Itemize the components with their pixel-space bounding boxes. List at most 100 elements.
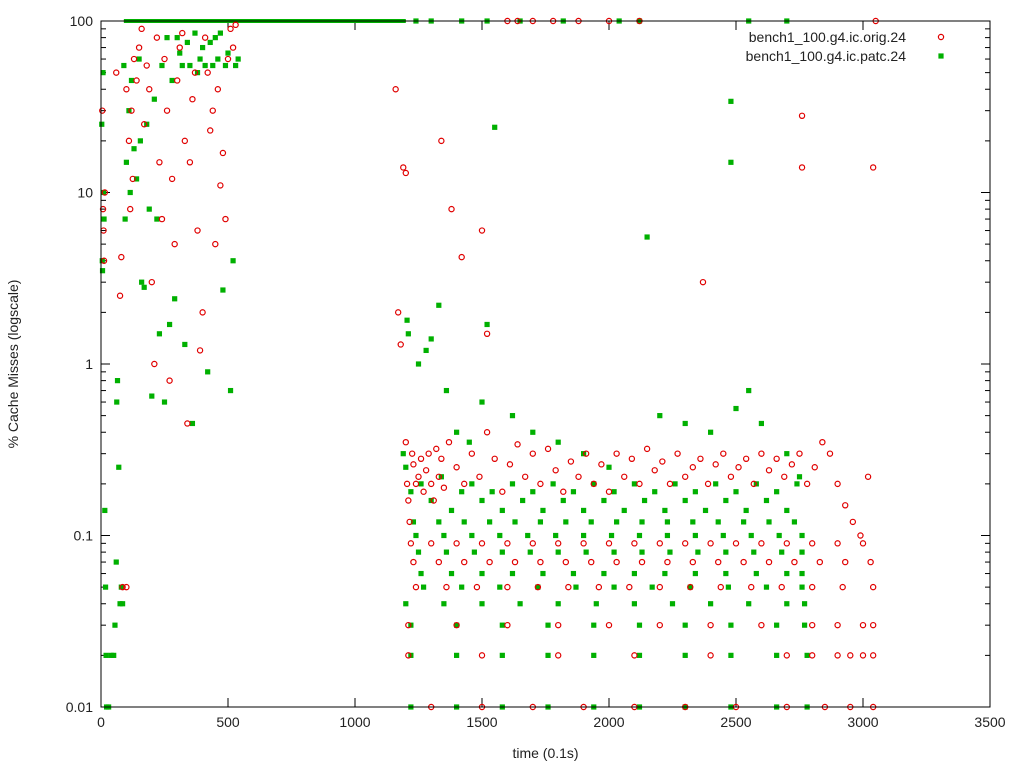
data-point-orig bbox=[227, 25, 234, 33]
data-point-patc bbox=[149, 393, 155, 399]
data-point-orig bbox=[811, 464, 818, 471]
data-point-orig bbox=[816, 558, 824, 566]
data-point-patc bbox=[112, 622, 118, 628]
data-point-orig bbox=[748, 583, 755, 591]
data-point-patc bbox=[682, 652, 688, 658]
data-point-patc bbox=[796, 474, 803, 480]
data-point-orig bbox=[156, 159, 163, 166]
data-point-orig bbox=[656, 540, 664, 547]
data-point-orig bbox=[405, 497, 412, 504]
data-point-patc bbox=[99, 121, 105, 127]
data-point-orig bbox=[410, 461, 417, 468]
data-point-patc bbox=[136, 56, 142, 62]
data-point-patc bbox=[545, 652, 551, 658]
x-tick-label: 1000 bbox=[339, 714, 370, 730]
data-point-patc bbox=[636, 532, 643, 539]
data-point-patc bbox=[639, 549, 645, 555]
data-point-orig bbox=[219, 149, 227, 157]
data-point-orig bbox=[171, 240, 178, 248]
data-point-patc bbox=[794, 481, 800, 487]
data-point-patc bbox=[530, 489, 536, 495]
data-point-orig bbox=[443, 583, 450, 591]
data-point-patc bbox=[141, 284, 147, 290]
data-point-orig bbox=[435, 558, 443, 566]
data-point-patc bbox=[537, 519, 544, 525]
data-point-patc bbox=[723, 549, 729, 555]
data-point-orig bbox=[125, 137, 133, 145]
data-point-orig bbox=[478, 652, 486, 659]
data-point-orig bbox=[412, 480, 420, 488]
data-point-orig bbox=[605, 540, 613, 547]
data-point-patc bbox=[636, 622, 643, 628]
data-point-orig bbox=[588, 558, 595, 566]
data-point-patc bbox=[570, 489, 577, 495]
data-point-patc bbox=[127, 189, 133, 196]
data-point-orig bbox=[834, 652, 841, 659]
data-point-patc bbox=[799, 584, 805, 590]
data-point-orig bbox=[445, 438, 453, 446]
data-point-patc bbox=[101, 216, 107, 222]
data-point-patc bbox=[560, 497, 566, 504]
data-point-patc bbox=[791, 519, 798, 525]
data-point-patc bbox=[443, 387, 450, 394]
data-point-orig bbox=[598, 461, 605, 468]
data-point-orig bbox=[555, 652, 562, 659]
data-point-patc bbox=[189, 420, 196, 427]
data-point-patc bbox=[441, 532, 447, 539]
data-point-patc bbox=[210, 62, 216, 69]
data-point-patc bbox=[784, 507, 790, 514]
data-point-patc bbox=[459, 489, 465, 495]
data-point-orig bbox=[143, 62, 150, 69]
data-point-orig bbox=[758, 450, 765, 457]
legend-marker-orig bbox=[937, 33, 945, 41]
data-point-orig bbox=[229, 44, 237, 51]
data-point-orig bbox=[461, 558, 468, 566]
data-point-orig bbox=[750, 480, 757, 488]
data-point-orig bbox=[778, 583, 785, 591]
data-point-patc bbox=[131, 146, 137, 152]
data-point-orig bbox=[129, 175, 136, 183]
data-point-orig bbox=[636, 480, 643, 488]
data-point-orig bbox=[207, 127, 214, 134]
data-point-patc bbox=[779, 549, 785, 555]
data-point-orig bbox=[631, 652, 638, 659]
data-point-patc bbox=[743, 507, 749, 514]
data-point-patc bbox=[720, 532, 726, 539]
data-point-orig bbox=[407, 540, 415, 547]
data-point-patc bbox=[801, 622, 808, 628]
data-point-orig bbox=[707, 540, 714, 547]
data-point-patc bbox=[113, 559, 119, 565]
data-point-patc bbox=[631, 601, 637, 607]
data-point-orig bbox=[189, 95, 196, 103]
data-point-orig bbox=[138, 25, 145, 33]
data-point-patc bbox=[133, 176, 140, 182]
data-point-orig bbox=[417, 455, 425, 463]
data-point-patc bbox=[461, 519, 467, 525]
data-point-orig bbox=[626, 583, 633, 591]
data-point-patc bbox=[763, 497, 770, 504]
data-point-orig bbox=[819, 438, 826, 446]
data-point-patc bbox=[161, 399, 168, 405]
data-point-patc bbox=[545, 622, 551, 628]
data-point-orig bbox=[428, 540, 435, 547]
data-point-patc bbox=[492, 124, 498, 130]
data-point-patc bbox=[662, 570, 668, 577]
x-tick-label: 3000 bbox=[847, 714, 878, 730]
data-point-orig bbox=[869, 583, 877, 591]
data-point-patc bbox=[553, 532, 559, 539]
data-point-patc bbox=[774, 489, 780, 495]
data-point-patc bbox=[230, 258, 236, 264]
data-point-patc bbox=[687, 584, 693, 590]
data-point-patc bbox=[631, 570, 637, 577]
data-point-patc bbox=[621, 507, 627, 514]
data-point-orig bbox=[717, 583, 724, 591]
data-point-orig bbox=[491, 455, 498, 463]
data-point-patc bbox=[459, 584, 465, 590]
data-point-orig bbox=[537, 480, 544, 488]
y-axis-label: % Cache Misses (logscale) bbox=[5, 280, 21, 449]
data-point-orig bbox=[529, 540, 537, 547]
data-point-patc bbox=[111, 652, 117, 658]
data-point-orig bbox=[613, 558, 620, 566]
data-point-orig bbox=[773, 455, 780, 463]
data-point-patc bbox=[172, 296, 178, 302]
